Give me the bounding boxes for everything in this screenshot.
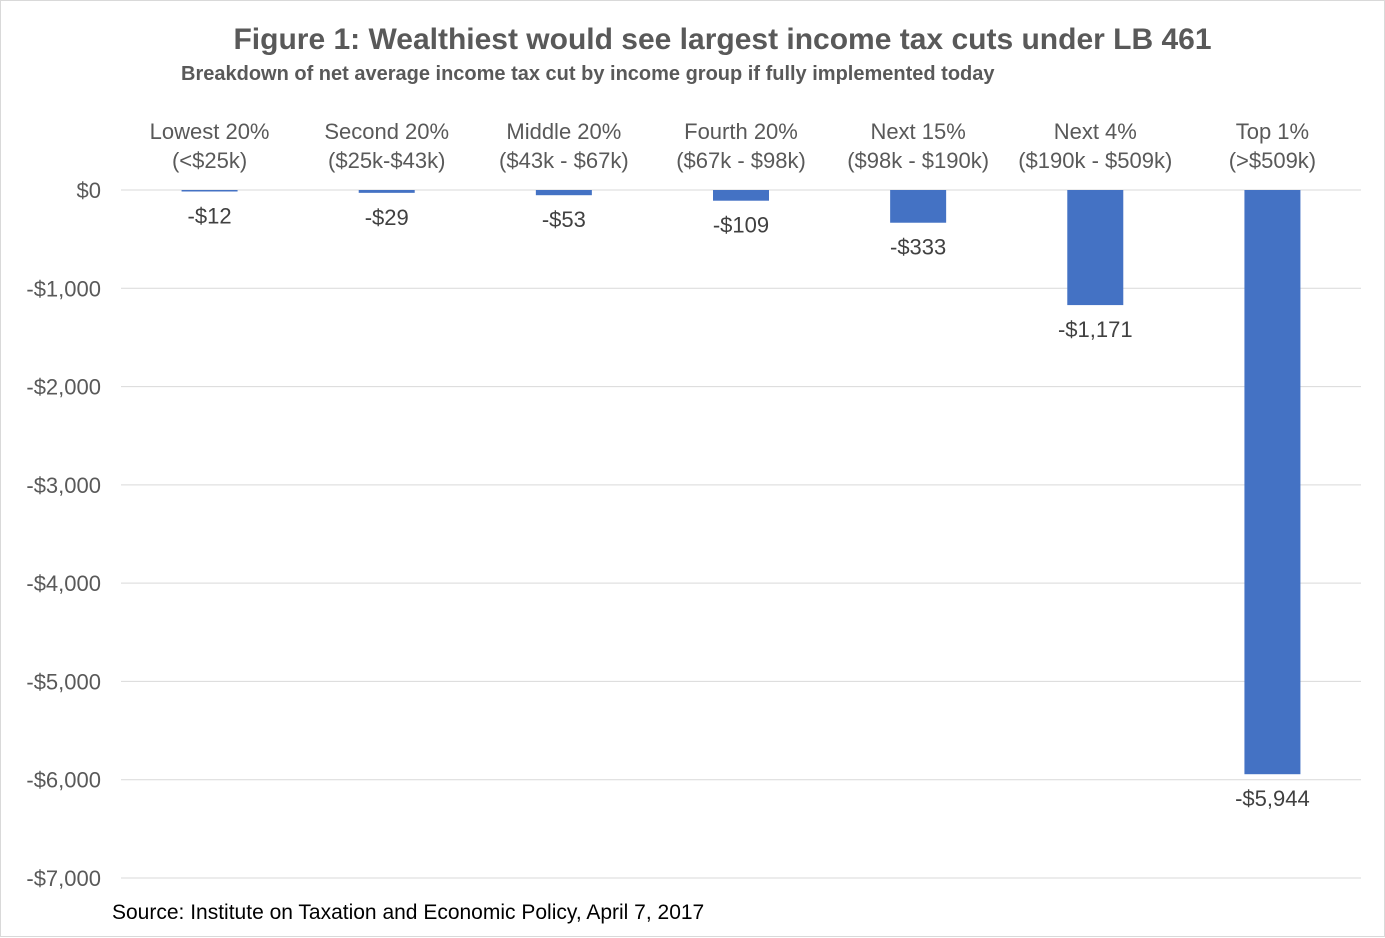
y-tick-label: $0: [77, 178, 101, 203]
y-tick-label: -$7,000: [26, 866, 101, 891]
data-label: -$12: [188, 204, 232, 229]
bar: [1244, 190, 1301, 775]
y-tick-label: -$1,000: [26, 276, 101, 301]
data-label: -$1,171: [1058, 317, 1133, 342]
y-tick-label: -$5,000: [26, 669, 101, 694]
source-note: Source: Institute on Taxation and Econom…: [112, 901, 705, 924]
data-label: -$29: [365, 205, 409, 230]
x-category-label: Fourth 20%: [684, 119, 798, 144]
bar: [713, 190, 769, 201]
x-category-sublabel: ($190k - $509k): [1018, 148, 1172, 173]
x-category-sublabel: ($43k - $67k): [499, 148, 629, 173]
x-category-label: Top 1%: [1236, 119, 1309, 144]
data-label: -$333: [890, 235, 946, 260]
chart-subtitle: Breakdown of net average income tax cut …: [181, 63, 995, 85]
bar: [181, 190, 238, 192]
x-category-label: Second 20%: [324, 119, 449, 144]
x-category-label: Middle 20%: [506, 119, 621, 144]
x-category-sublabel: (>$509k): [1229, 148, 1316, 173]
x-category-label: Lowest 20%: [150, 119, 270, 144]
x-category-sublabel: (<$25k): [172, 148, 247, 173]
x-category-sublabel: ($67k - $98k): [676, 148, 806, 173]
y-tick-label: -$3,000: [26, 473, 101, 498]
data-label: -$5,944: [1235, 786, 1310, 811]
chart-title: Figure 1: Wealthiest would see largest i…: [233, 23, 1212, 56]
y-tick-label: -$4,000: [26, 571, 101, 596]
y-tick-label: -$2,000: [26, 375, 101, 400]
bar: [535, 190, 592, 196]
x-category-sublabel: ($25k-$43k): [328, 148, 445, 173]
x-category-label: Next 4%: [1054, 119, 1137, 144]
bar: [890, 190, 947, 223]
x-category-sublabel: ($98k - $190k): [847, 148, 989, 173]
x-category-label: Next 15%: [870, 119, 965, 144]
bar: [358, 190, 415, 193]
bar: [1067, 190, 1124, 306]
y-tick-label: -$6,000: [26, 768, 101, 793]
data-label: -$53: [542, 207, 586, 232]
data-label: -$109: [713, 213, 769, 238]
